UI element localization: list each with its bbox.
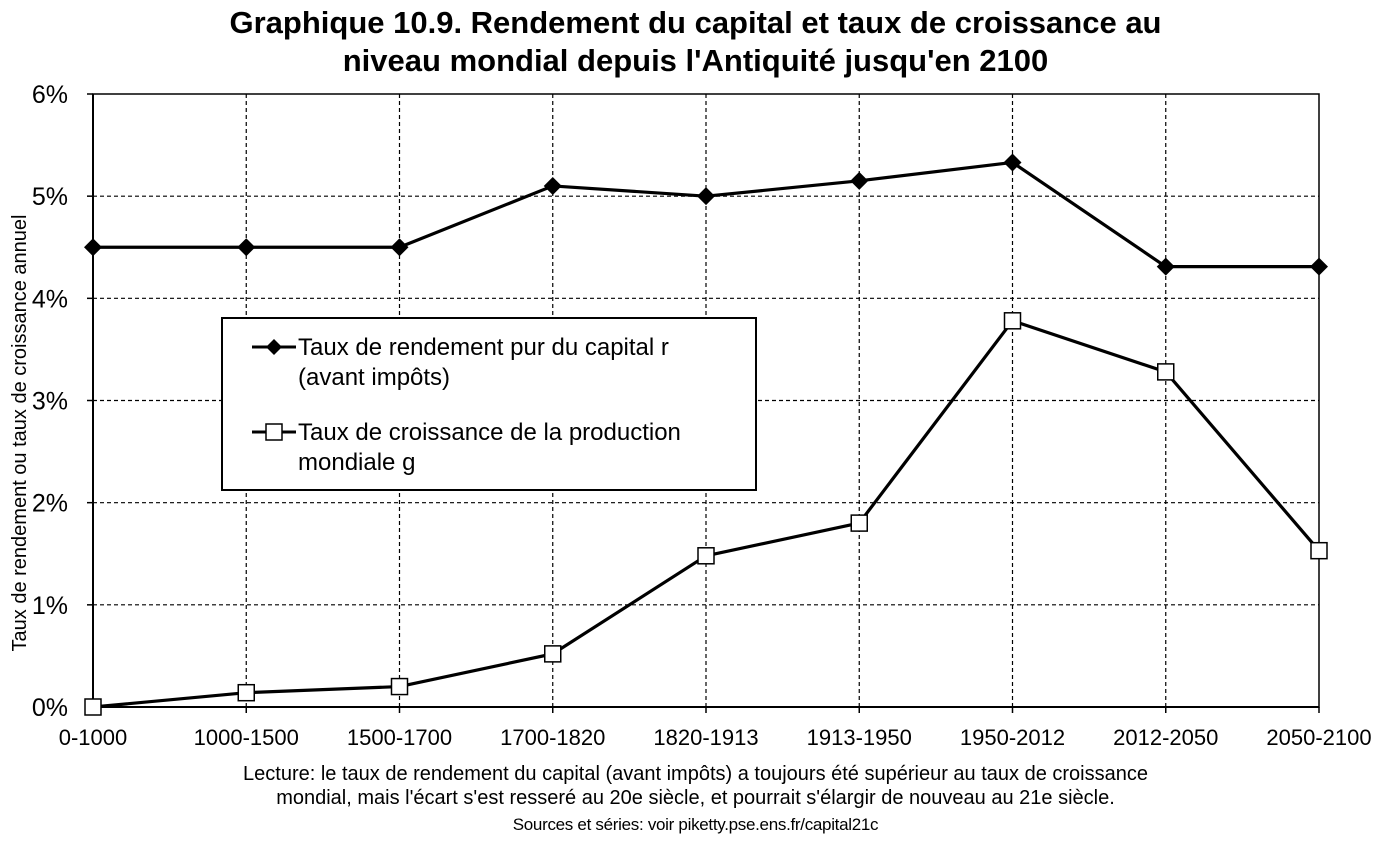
x-tick-label-4: 1820-1913: [653, 725, 758, 750]
reading-note-line-2: mondial, mais l'écart s'est resseré au 2…: [276, 787, 1115, 809]
chart-title: Graphique 10.9. Rendement du capital et …: [0, 4, 1391, 80]
source-note: Sources et séries: voir piketty.pse.ens.…: [512, 815, 879, 834]
chart-title-line-2: niveau mondial depuis l'Antiquité jusqu'…: [342, 43, 1049, 78]
y-tick-labels: 0% 1% 2% 3% 4% 5% 6%: [32, 81, 68, 722]
series-0-point-3: [543, 176, 562, 195]
x-tick-label-5: 1913-1950: [807, 725, 912, 750]
series-1-point-2: [390, 677, 409, 696]
y-tick-label-1: 1%: [32, 592, 68, 620]
y-tick-label-2: 2%: [32, 490, 68, 518]
series-1-point-4: [697, 547, 715, 565]
legend-label-r-line-1: Taux de rendement pur du capital r: [298, 334, 669, 361]
y-tick-label-5: 5%: [32, 183, 68, 211]
legend-marker-r: [266, 339, 282, 355]
series-0-point-4: [697, 187, 715, 206]
x-tick-label-7: 2012-2050: [1113, 725, 1218, 750]
series-markers: [84, 153, 1328, 716]
x-tick-labels: 0-1000 1000-1500 1500-1700 1700-1820 1820-19…: [59, 725, 1372, 750]
reading-note-line-1: Lecture: le taux de rendement du capital…: [243, 763, 1148, 785]
x-tick-label-8: 2050-2100: [1266, 725, 1371, 750]
series-0-point-7: [1156, 257, 1175, 276]
y-tick-label-4: 4%: [32, 285, 68, 313]
series-0-point-8: [1310, 257, 1328, 276]
legend-box: [221, 317, 757, 491]
chart-title-line-1: Graphique 10.9. Rendement du capital et …: [229, 5, 1162, 40]
x-tick-label-6: 1950-2012: [960, 725, 1065, 750]
legend-label-g-line-1: Taux de croissance de la production: [298, 419, 681, 446]
legend-label-r-line-2: (avant impôts): [298, 364, 450, 391]
legend-label-g-line-2: mondiale g: [298, 449, 415, 476]
series-0-point-5: [850, 171, 869, 190]
plot-frame: [87, 93, 1320, 713]
y-tick-label-3: 3%: [32, 388, 68, 416]
series-0-point-2: [390, 238, 409, 257]
legend-marker-g: [265, 423, 283, 441]
y-tick-label-0: 0%: [32, 694, 68, 722]
series-1-point-8: [1310, 541, 1328, 560]
x-tick-label-1: 1000-1500: [194, 725, 299, 750]
series-0-point-0: [84, 238, 102, 257]
x-tick-label-0: 0-1000: [59, 725, 128, 750]
legend: Taux de rendement pur du capital r (avan…: [221, 317, 757, 491]
series-1-point-6: [1003, 312, 1022, 330]
x-tick-label-3: 1700-1820: [500, 725, 605, 750]
series-1-point-1: [237, 683, 255, 702]
y-axis-label: Taux de rendement ou taux de croissance …: [9, 215, 31, 652]
y-tick-label-6: 6%: [32, 81, 68, 109]
reading-note: Lecture: le taux de rendement du capital…: [0, 762, 1391, 810]
series-1-point-5: [850, 514, 868, 532]
series-1-point-3: [544, 645, 562, 663]
series-1-point-7: [1157, 363, 1175, 381]
series-0-point-6: [1003, 153, 1022, 172]
series-1-point-0: [84, 698, 102, 716]
series-0-point-1: [237, 238, 256, 257]
x-tick-label-2: 1500-1700: [347, 725, 452, 750]
